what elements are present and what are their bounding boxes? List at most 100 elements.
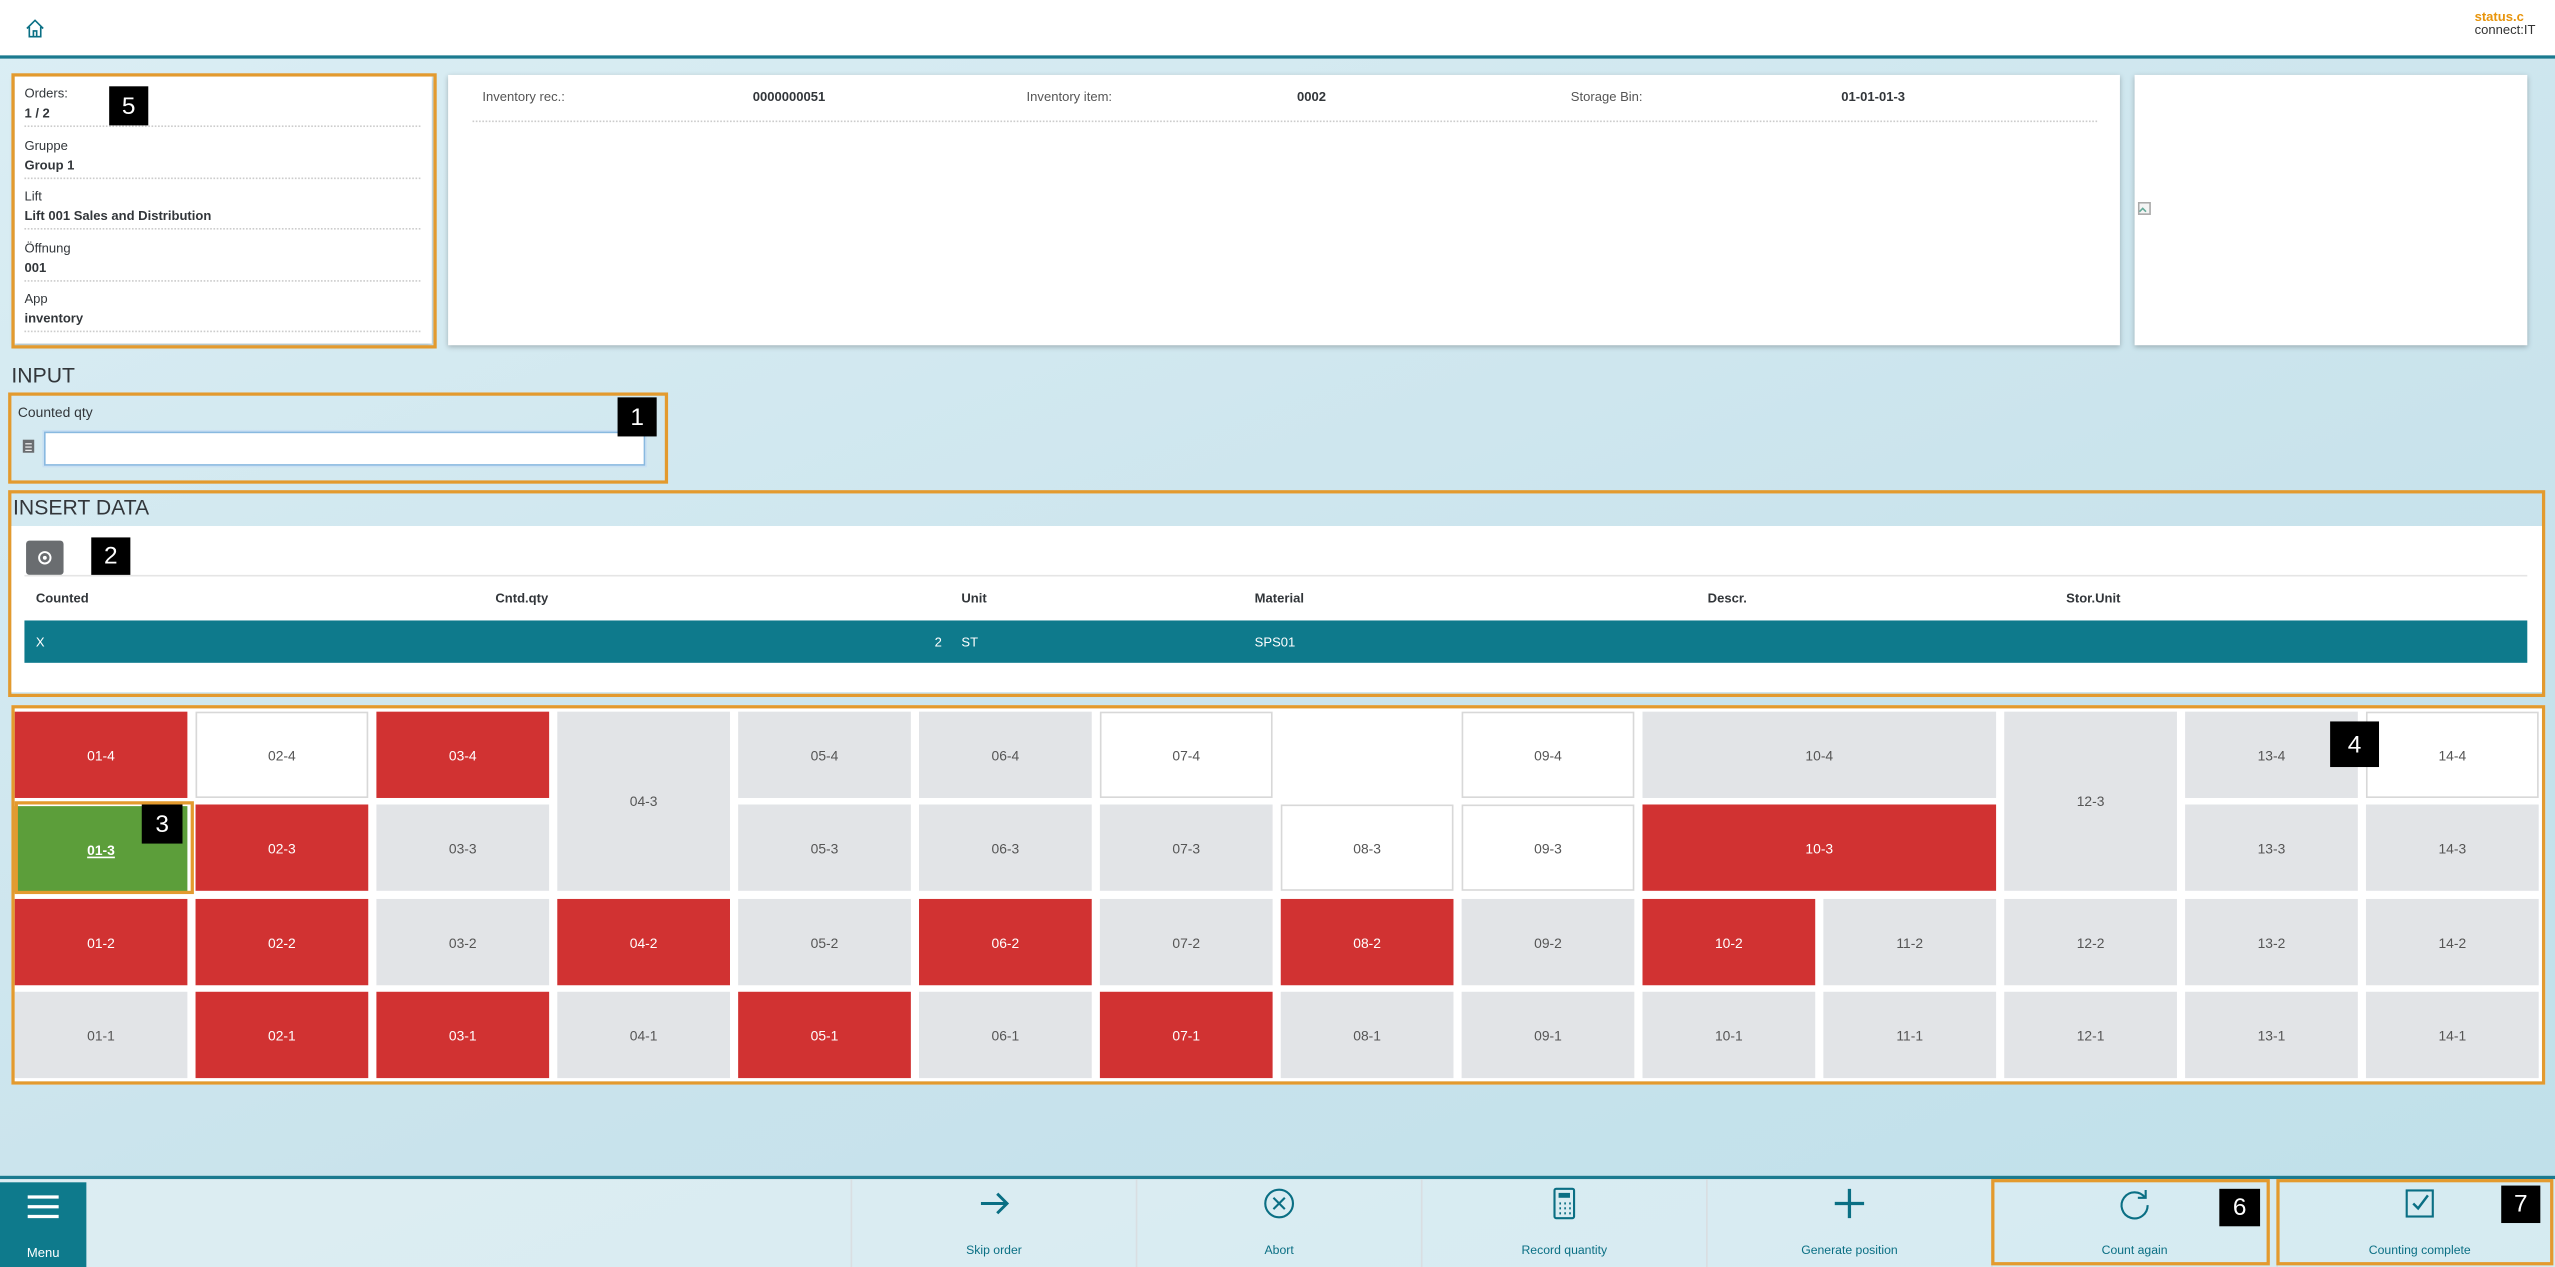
separator xyxy=(24,228,421,230)
field-label: Inventory item: xyxy=(1026,89,1113,105)
action-label: Abort xyxy=(1264,1242,1294,1258)
bin-cell[interactable]: 13-2 xyxy=(2185,898,2358,986)
action-label: Skip order xyxy=(966,1242,1022,1258)
bin-cell[interactable]: 14-1 xyxy=(2365,991,2539,1079)
bin-cell[interactable]: 01-1 xyxy=(14,991,188,1079)
bin-cell[interactable]: 07-4 xyxy=(1099,711,1273,798)
action-button[interactable]: Skip order xyxy=(850,1179,1136,1267)
bin-cell[interactable]: 08-2 xyxy=(1280,898,1454,986)
bin-cell[interactable]: 14-3 xyxy=(2365,804,2539,891)
bin-cell[interactable]: 02-1 xyxy=(195,991,369,1079)
bin-cell[interactable]: 09-3 xyxy=(1461,804,1635,891)
bin-grid: 01-4 02-4 03-4 04-3 05-4 06-4 07-4 09-4 10-4 12-3… xyxy=(11,705,2546,1085)
field-label: Orders: xyxy=(24,86,68,101)
bin-cell[interactable]: 08-3 xyxy=(1280,804,1454,891)
bin-cell[interactable]: 12-3 xyxy=(2004,711,2177,891)
bin-cell[interactable]: 06-2 xyxy=(919,898,1092,986)
action-button[interactable]: Generate position xyxy=(1706,1179,1991,1267)
field-label: Counted qty xyxy=(17,403,93,421)
bin-cell[interactable]: 03-2 xyxy=(376,898,550,986)
callout-number: 7 xyxy=(2501,1185,2541,1224)
action-button[interactable]: Abort xyxy=(1135,1179,1421,1267)
bin-cell[interactable]: 07-3 xyxy=(1099,804,1273,891)
bin-cell[interactable]: 11-2 xyxy=(1823,898,1997,986)
bin-cell[interactable]: 02-4 xyxy=(195,711,369,798)
bin-cell[interactable]: 03-1 xyxy=(376,991,550,1079)
gear-icon xyxy=(38,551,52,565)
bin-cell[interactable]: 05-2 xyxy=(738,898,911,986)
field-value: 001 xyxy=(24,260,47,275)
callout-number: 4 xyxy=(2330,721,2380,768)
field-value: 01-01-01-3 xyxy=(1841,89,1906,105)
bin-cell[interactable]: 09-2 xyxy=(1461,898,1635,986)
field-value: Lift 001 Sales and Distribution xyxy=(24,208,212,224)
bin-cell[interactable]: 11-1 xyxy=(1823,991,1997,1079)
field-value: 0002 xyxy=(1297,89,1327,105)
bin-cell[interactable]: 08-1 xyxy=(1280,991,1454,1079)
bin-cell[interactable]: 06-3 xyxy=(919,804,1092,891)
callout-box xyxy=(14,801,194,895)
bin-cell[interactable]: 01-2 xyxy=(14,898,188,986)
menu-label: Menu xyxy=(26,1245,60,1261)
callout-number: 3 xyxy=(141,804,183,844)
field-label: Öffnung xyxy=(24,240,71,256)
callout-box xyxy=(1991,1179,2270,1266)
selected-row[interactable] xyxy=(24,620,2528,663)
section-title: INPUT xyxy=(11,363,75,388)
separator xyxy=(24,331,421,333)
bin-cell[interactable]: 02-2 xyxy=(195,898,369,986)
bin-cell[interactable]: 04-1 xyxy=(557,991,730,1079)
logo-bottom: connect:IT xyxy=(2474,22,2536,38)
bin-cell[interactable]: 10-4 xyxy=(1642,711,1997,798)
bin-cell[interactable]: 12-1 xyxy=(2004,991,2177,1079)
action-label: Generate position xyxy=(1801,1242,1898,1258)
bin-cell[interactable]: 13-1 xyxy=(2185,991,2358,1079)
bin-cell[interactable]: 13-3 xyxy=(2185,804,2358,891)
column-header: Stor.Unit xyxy=(2066,591,2121,606)
bin-cell[interactable]: 03-3 xyxy=(376,804,550,891)
action-button[interactable]: Record quantity xyxy=(1420,1179,1706,1267)
callout-number: 5 xyxy=(109,86,149,126)
bin-cell[interactable]: 06-4 xyxy=(919,711,1092,798)
bin-cell[interactable]: 04-2 xyxy=(557,898,730,986)
menu-button[interactable]: Menu xyxy=(0,1182,87,1267)
field-value: 0000000051 xyxy=(752,89,826,105)
document-panel: Inventory rec.: 0000000051 Inventory item:… xyxy=(448,74,2120,346)
table-panel: Counted Cntd.qty Unit Material Descr. Stor.Un… xyxy=(11,526,2542,693)
callout-number: 2 xyxy=(91,537,131,575)
bin-cell[interactable]: 06-1 xyxy=(919,991,1092,1079)
field-label: Lift xyxy=(24,189,42,204)
field-label: App xyxy=(24,292,48,307)
bin-cell[interactable]: 05-4 xyxy=(738,711,911,798)
bin-cell[interactable]: 07-2 xyxy=(1099,898,1273,986)
bin-cell[interactable]: 10-3 xyxy=(1642,804,1997,891)
bin-cell[interactable]: 01-4 xyxy=(14,711,188,798)
bin-cell[interactable]: 04-3 xyxy=(557,711,730,891)
footer xyxy=(0,1175,2555,1267)
bin-cell[interactable]: 09-4 xyxy=(1461,711,1635,798)
bin-cell[interactable]: 07-1 xyxy=(1099,991,1273,1079)
bin-cell[interactable]: 10-2 xyxy=(1642,898,1816,986)
bin-cell[interactable]: 14-2 xyxy=(2365,898,2539,986)
info-panel: Orders: 1 / 2 Gruppe Group 1 Lift Lift 001 Sa… xyxy=(14,76,432,344)
bin-cell[interactable]: 12-2 xyxy=(2004,898,2177,986)
bin-cell[interactable]: 10-1 xyxy=(1642,991,1816,1079)
bin-cell[interactable]: 05-3 xyxy=(738,804,911,891)
bin-cell[interactable]: 02-3 xyxy=(195,804,369,891)
bin-cell[interactable]: 09-1 xyxy=(1461,991,1635,1079)
field-label: Storage Bin: xyxy=(1570,89,1643,105)
home-button[interactable] xyxy=(24,18,45,39)
table-cell: 2 xyxy=(934,635,942,650)
callout-box xyxy=(8,490,2546,698)
action-label: Counting complete xyxy=(2368,1242,2471,1258)
table-cell: ST xyxy=(961,635,979,650)
bin-cell[interactable]: 14-4 xyxy=(2365,711,2539,798)
settings-button[interactable] xyxy=(26,540,64,575)
bin-cell[interactable]: 03-4 xyxy=(376,711,550,798)
counted-qty-input[interactable] xyxy=(43,431,646,466)
callout-number: 1 xyxy=(617,397,657,437)
field-value: inventory xyxy=(24,311,84,327)
bin-cell[interactable]: 13-4 xyxy=(2185,711,2358,798)
bin-cell[interactable]: 05-1 xyxy=(738,991,911,1079)
